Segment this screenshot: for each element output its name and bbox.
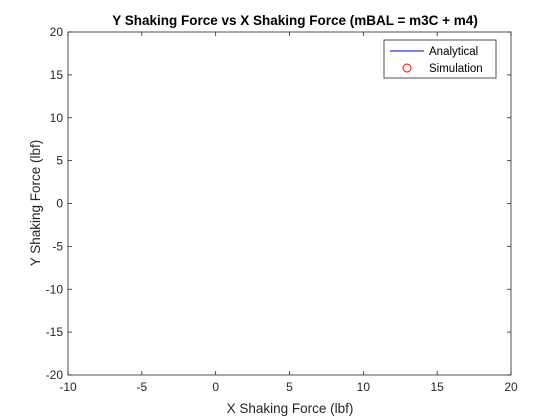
x-tick-label: 0 [212,380,219,394]
legend-simulation-marker [402,63,412,73]
y-tick-label: 10 [50,111,64,125]
x-tick-label: 20 [504,380,518,394]
x-axis-label: X Shaking Force (lbf) [227,401,354,416]
x-tick-label: 5 [286,380,293,394]
legend-analytical-label: Analytical [429,46,478,58]
y-tick-label: -5 [52,239,63,253]
y-tick-label: -20 [46,368,64,382]
legend: Analytical Simulation [383,39,497,79]
y-tick-label: -10 [46,282,64,296]
chart-title: Y Shaking Force vs X Shaking Force (mBAL… [112,13,478,28]
legend-simulation-label: Simulation [429,63,483,75]
y-axis-label: Y Shaking Force (lbf) [28,140,43,267]
y-tick-label: -15 [46,325,64,339]
y-tick-label: 0 [56,197,63,211]
x-tick-label: 15 [430,380,444,394]
legend-box [383,39,497,79]
axes-box [67,31,512,376]
axes: -10 -5 0 5 10 15 20 -20 -15 -10 -5 0 5 10 15 20 [46,25,518,394]
x-tick-label: -10 [59,380,77,394]
y-tick-label: 15 [50,68,64,82]
y-tick-label: 5 [56,154,63,168]
x-tick-label: 10 [357,380,371,394]
x-tick-label: -5 [136,380,147,394]
y-tick-label: 20 [50,25,64,39]
